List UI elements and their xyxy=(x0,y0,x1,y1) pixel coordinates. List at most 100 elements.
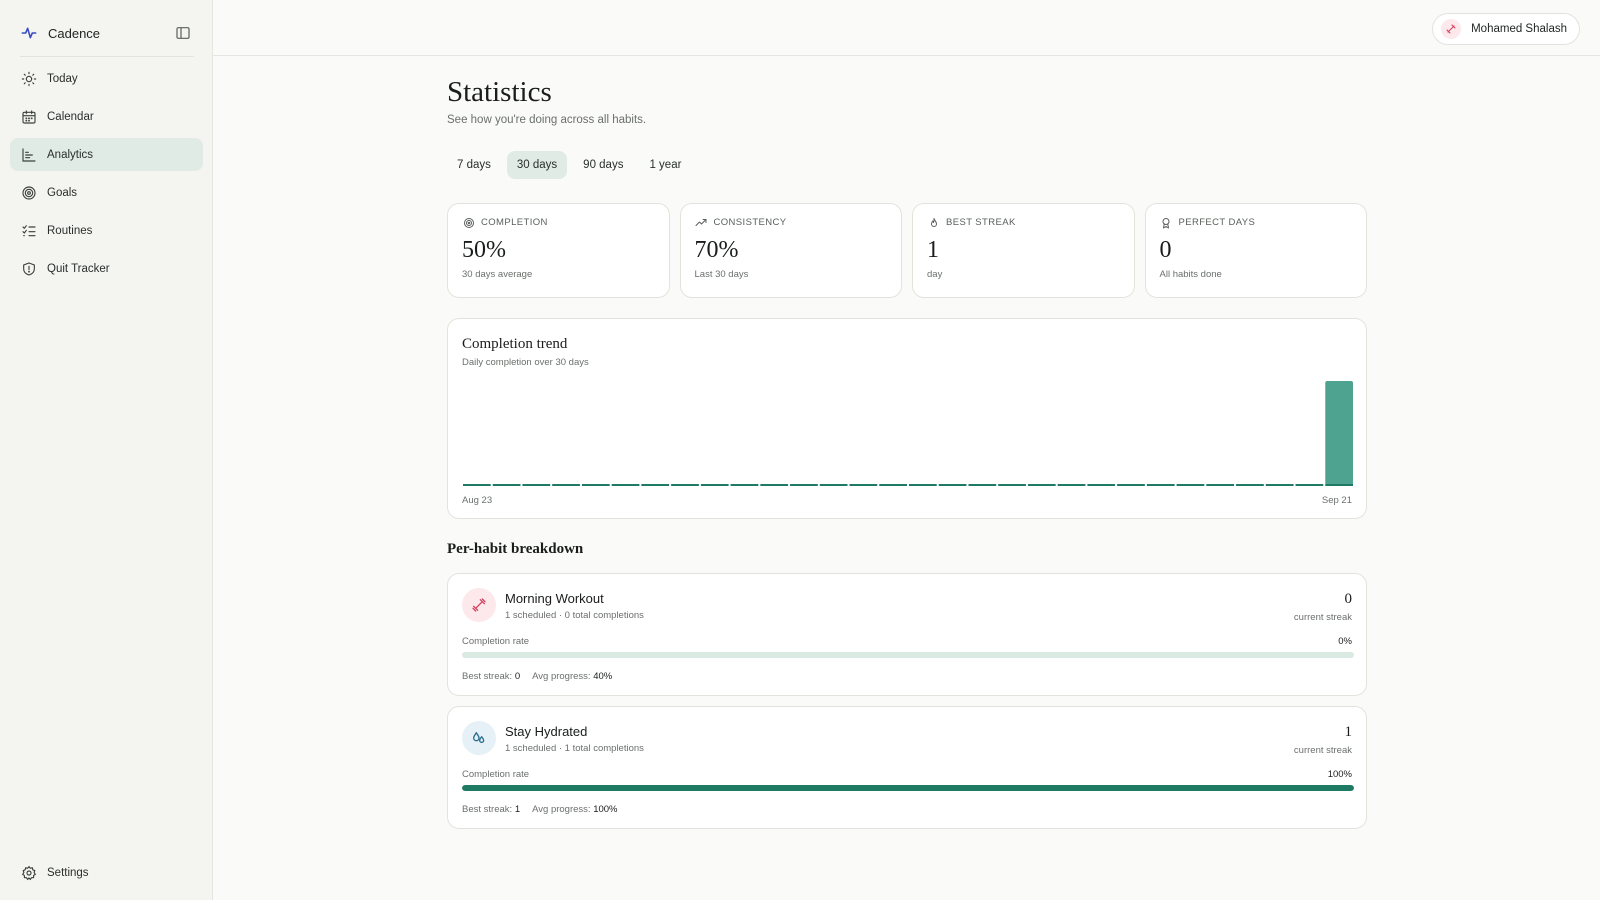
sidebar-item-routines[interactable]: Routines xyxy=(10,214,203,247)
tab-1-year[interactable]: 1 year xyxy=(649,159,682,171)
trend-bar-baseline xyxy=(998,484,1026,486)
avatar xyxy=(1441,19,1462,39)
tab-30-days[interactable]: 30 days xyxy=(506,151,568,179)
trend-title: Completion trend xyxy=(462,336,568,352)
trend-bar-baseline xyxy=(819,484,848,486)
sidebar-item-goals[interactable]: Goals xyxy=(10,176,203,209)
sidebar-item-calendar[interactable]: Calendar xyxy=(10,100,203,133)
avg-progress-value: 100% xyxy=(593,804,618,815)
brand-divider xyxy=(20,56,194,57)
trend-bar-baseline xyxy=(790,484,818,486)
sidebar-item-label: Analytics xyxy=(47,148,94,161)
trend-bar-baseline xyxy=(1146,484,1175,486)
page-title: Statistics xyxy=(447,76,552,108)
sidebar-nav: Today Calendar Analytics Goals Routines xyxy=(10,62,203,290)
chart-icon xyxy=(20,146,38,164)
breakdown-title: Per-habit breakdown xyxy=(447,541,584,557)
habit-name: Stay Hydrated xyxy=(505,724,588,739)
completion-rate-bar xyxy=(462,785,1354,791)
sidebar-toggle-icon[interactable] xyxy=(174,24,192,42)
trend-bar-baseline xyxy=(611,484,640,486)
trend-bar-baseline xyxy=(1057,484,1086,486)
stat-cards: Completion 50% 30 days average Consisten… xyxy=(447,203,1367,298)
trend-bar-baseline xyxy=(1206,484,1235,486)
trend-bar xyxy=(1325,381,1353,485)
trend-bar-baseline xyxy=(552,484,580,486)
best-streak-value: 0 xyxy=(514,671,521,682)
stat-label: Completion xyxy=(481,217,548,228)
trend-bar-baseline xyxy=(879,484,907,486)
brand: Cadence xyxy=(20,22,192,44)
trend-bar-baseline xyxy=(463,484,491,486)
sidebar-item-quit-tracker[interactable]: Quit Tracker xyxy=(10,252,203,285)
habit-footer: Best streak: 0 Avg progress: 40% xyxy=(462,671,612,682)
x-tick-label-end: Sep 21 xyxy=(1321,495,1352,506)
page-subtitle: See how you're doing across all habits. xyxy=(447,114,647,126)
stat-card-completion: Completion 50% 30 days average xyxy=(447,203,670,298)
trend-subtitle: Daily completion over 30 days xyxy=(462,357,589,368)
completion-rate-fill xyxy=(462,785,1354,791)
habit-card-morning-workout[interactable]: Morning Workout 1 scheduled · 0 total co… xyxy=(447,573,1367,696)
completion-rate-value: 100% xyxy=(1327,769,1352,780)
stat-note: day xyxy=(927,269,943,280)
sidebar-item-label: Routines xyxy=(47,224,93,237)
stat-note: 30 days average xyxy=(462,269,533,280)
settings-label: Settings xyxy=(47,866,89,879)
completion-rate-value: 0% xyxy=(1338,636,1352,647)
trending-up-icon xyxy=(695,216,708,229)
trend-bar-baseline xyxy=(968,484,997,486)
sidebar-item-label: Today xyxy=(47,72,78,85)
x-tick-label-start: Aug 23 xyxy=(462,495,493,506)
habit-current-streak: 1 xyxy=(1344,724,1353,740)
top-bar: Mohamed Shalash xyxy=(213,0,1600,56)
completion-rate-label: Completion rate xyxy=(462,636,530,647)
trend-bar-baseline xyxy=(909,484,937,486)
sidebar-item-settings[interactable]: Settings xyxy=(10,856,203,889)
range-tabs: 7 days 30 days 90 days 1 year xyxy=(447,151,697,179)
shield-icon xyxy=(20,260,38,278)
sidebar-item-analytics[interactable]: Analytics xyxy=(10,138,203,171)
flame-icon xyxy=(927,216,940,229)
stat-label: Perfect days xyxy=(1178,217,1256,228)
user-menu-button[interactable]: Mohamed Shalash xyxy=(1432,13,1580,45)
trend-bar-baseline xyxy=(522,484,551,486)
trend-bar-baseline xyxy=(760,484,789,486)
completion-rate-label: Completion rate xyxy=(462,769,530,780)
user-name: Mohamed Shalash xyxy=(1471,23,1567,35)
trend-bar-baseline xyxy=(938,484,967,486)
trend-bar-baseline xyxy=(1236,484,1264,486)
trend-bar-baseline xyxy=(492,484,521,486)
habit-meta: 1 scheduled · 1 total completions xyxy=(505,743,644,754)
sidebar-item-today[interactable]: Today xyxy=(10,62,203,95)
trend-bar-baseline xyxy=(581,484,610,486)
target-icon xyxy=(20,184,38,202)
stat-label: Consistency xyxy=(713,217,787,228)
stat-note: Last 30 days xyxy=(694,269,749,280)
sun-icon xyxy=(20,70,38,88)
target-icon xyxy=(462,216,475,229)
stat-card-best-streak: Best streak 1 day xyxy=(912,203,1135,298)
trend-chart xyxy=(463,381,1353,486)
habit-current-streak: 0 xyxy=(1344,591,1353,607)
trend-bar-baseline xyxy=(1087,484,1116,486)
checklist-icon xyxy=(20,222,38,240)
sidebar-item-label: Calendar xyxy=(47,110,94,123)
app-name: Cadence xyxy=(48,25,101,41)
habit-card-stay-hydrated[interactable]: Stay Hydrated 1 scheduled · 1 total comp… xyxy=(447,706,1367,829)
trend-bar-baseline xyxy=(1295,484,1324,486)
current-streak-label: current streak xyxy=(1293,745,1352,756)
tab-90-days[interactable]: 90 days xyxy=(583,159,624,171)
avg-progress-label: Avg progress: xyxy=(532,671,591,682)
best-streak-value: 1 xyxy=(514,804,521,815)
pulse-logo-icon xyxy=(20,24,38,42)
best-streak-label: Best streak: xyxy=(462,804,513,815)
dumbbell-icon xyxy=(462,588,496,622)
avg-progress-value: 40% xyxy=(593,671,613,682)
stat-card-perfect-days: Perfect days 0 All habits done xyxy=(1144,203,1367,298)
stat-card-consistency: Consistency 70% Last 30 days xyxy=(679,203,902,298)
trend-bar-baseline xyxy=(1117,484,1145,486)
stat-value: 1 xyxy=(927,237,939,263)
tab-7-days[interactable]: 7 days xyxy=(457,159,491,171)
stat-value: 50% xyxy=(462,237,506,263)
trend-bar-baseline xyxy=(1265,484,1294,486)
